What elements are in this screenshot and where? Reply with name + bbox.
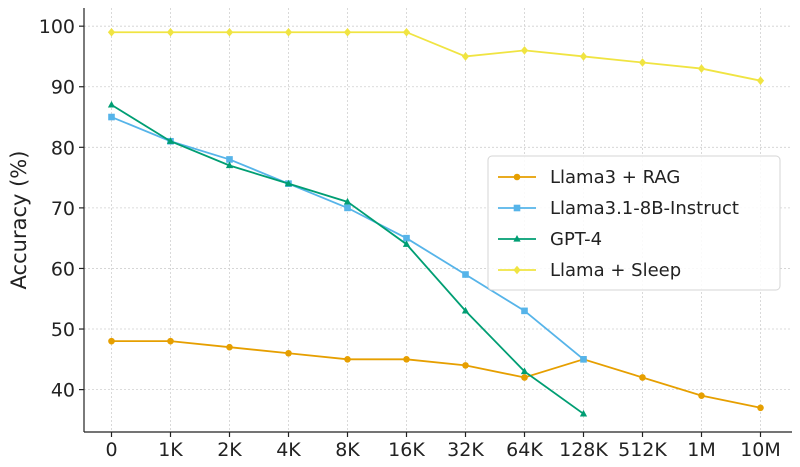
x-tick-label: 32K [447, 439, 484, 461]
x-tick-label: 1K [158, 439, 183, 461]
legend-label: Llama + Sleep [550, 260, 681, 281]
circle-marker [226, 343, 233, 351]
x-tick-label: 10M [740, 439, 781, 461]
triangle-marker [343, 197, 352, 205]
legend-box [487, 155, 781, 291]
triangle-marker [513, 235, 521, 242]
y-tick-label: 80 [51, 137, 75, 159]
diamond-marker [520, 46, 529, 55]
square-marker [344, 204, 351, 212]
circle-marker [521, 374, 528, 381]
circle-marker [285, 349, 292, 357]
diamond-marker [697, 64, 706, 73]
square-marker [521, 307, 528, 315]
axes: 40 50 60 70 80 90 100 0 1K 2K 4K 8K 16K 32K 64K 128K 512… [7, 8, 792, 461]
diamond-marker [343, 27, 352, 37]
x-tick-label: 2K [217, 439, 242, 461]
legend-entry: Llama + Sleep [498, 260, 681, 281]
legend-entry: Llama3.1-8B-Instruct [498, 198, 739, 219]
circle-marker [167, 337, 174, 345]
diamond-marker [756, 76, 765, 85]
legend-label: Llama3 + RAG [550, 167, 680, 188]
y-tick-label: 60 [51, 258, 75, 280]
triangle-marker [284, 179, 293, 187]
y-tick-label: 40 [51, 380, 75, 402]
triangle-marker [402, 240, 411, 247]
diamond-marker [638, 58, 647, 67]
triangle-marker [461, 306, 470, 314]
circle-marker [403, 356, 410, 363]
circle-marker [344, 356, 351, 363]
y-tick-label: 100 [39, 16, 75, 38]
diamond-marker [284, 27, 293, 37]
square-marker [403, 234, 410, 242]
legend-label: Llama3.1-8B-Instruct [550, 198, 739, 219]
square-marker [513, 204, 521, 212]
diamond-marker [225, 27, 234, 37]
y-tick-label: 90 [51, 77, 75, 99]
diamond-marker [166, 27, 175, 37]
triangle-marker [520, 367, 529, 375]
triangle-marker [107, 100, 116, 108]
circle-marker [513, 173, 521, 181]
diamond-marker [402, 27, 411, 37]
triangle-marker [579, 409, 588, 417]
diamond-marker [461, 52, 470, 61]
square-marker [108, 113, 115, 121]
square-marker [226, 156, 233, 163]
legend-label: GPT-4 [550, 229, 602, 250]
triangle-marker [166, 137, 175, 144]
y-axis-title: Accuracy (%) [7, 151, 31, 290]
x-tick-label: 0 [105, 439, 117, 461]
diamond-marker [513, 265, 521, 275]
square-marker [462, 271, 469, 278]
y-tick-label: 70 [51, 198, 75, 220]
x-tick-label: 1M [687, 439, 715, 461]
legend: Llama3 + RAG Llama3.1-8B-Instruct GPT-4 Lla… [487, 155, 781, 291]
series-0 [108, 337, 764, 412]
circle-marker [108, 337, 115, 345]
x-tick-label: 8K [335, 439, 360, 461]
circle-marker [462, 362, 469, 369]
triangle-marker [225, 161, 234, 169]
legend-entry: Llama3 + RAG [498, 167, 680, 188]
circle-marker [698, 392, 705, 399]
circle-marker [639, 374, 646, 381]
square-marker [580, 356, 587, 363]
series-3 [107, 27, 765, 85]
x-tick-label: 64K [506, 439, 543, 461]
series-line [111, 31, 761, 82]
legend-entry: GPT-4 [498, 229, 602, 250]
series-line [111, 340, 761, 409]
y-tick-label: 50 [51, 319, 75, 341]
circle-marker [757, 404, 764, 412]
series-lines [107, 27, 765, 417]
series-2 [107, 100, 588, 417]
diamond-marker [107, 27, 116, 37]
series-1 [108, 113, 587, 363]
x-tick-label: 512K [618, 439, 667, 461]
x-tick-label: 16K [388, 439, 425, 461]
x-tick-label: 4K [276, 439, 301, 461]
x-tick-label: 128K [559, 439, 608, 461]
diamond-marker [579, 52, 588, 61]
